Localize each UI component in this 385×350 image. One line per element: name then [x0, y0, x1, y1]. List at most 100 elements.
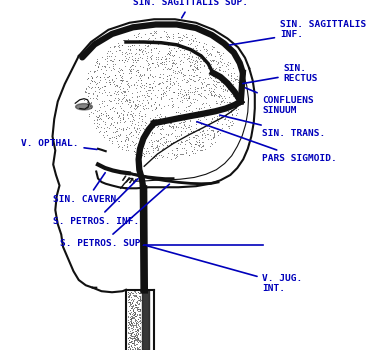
- Point: [216, 66, 223, 72]
- Point: [115, 98, 121, 103]
- Point: [134, 126, 140, 131]
- Point: [125, 137, 131, 142]
- Point: [197, 141, 203, 147]
- Point: [164, 138, 171, 144]
- Point: [181, 87, 187, 93]
- Point: [187, 102, 193, 108]
- Point: [174, 71, 180, 76]
- Point: [141, 106, 147, 112]
- Point: [210, 135, 216, 140]
- Point: [159, 154, 165, 160]
- Point: [127, 316, 133, 322]
- Point: [200, 108, 206, 114]
- Point: [175, 41, 181, 46]
- Point: [155, 146, 161, 151]
- Point: [130, 315, 136, 321]
- Point: [92, 113, 99, 118]
- Point: [147, 121, 153, 127]
- Text: SIN.
RECTUS: SIN. RECTUS: [243, 64, 318, 84]
- Point: [96, 112, 102, 118]
- Point: [152, 92, 158, 97]
- Point: [143, 80, 149, 86]
- Point: [128, 343, 134, 349]
- Point: [146, 61, 152, 67]
- Point: [196, 127, 203, 133]
- Point: [177, 131, 184, 136]
- Point: [158, 91, 164, 97]
- Point: [164, 31, 170, 37]
- Point: [128, 306, 134, 311]
- Point: [149, 143, 155, 149]
- Point: [213, 58, 219, 63]
- Point: [211, 132, 217, 137]
- Point: [131, 126, 137, 131]
- Point: [126, 310, 132, 316]
- Point: [94, 97, 100, 102]
- Point: [191, 51, 198, 56]
- Point: [161, 139, 167, 145]
- Point: [134, 294, 140, 300]
- Point: [133, 328, 139, 333]
- Point: [189, 54, 195, 59]
- Point: [188, 128, 194, 134]
- Point: [134, 327, 141, 332]
- Point: [100, 103, 107, 109]
- Point: [169, 83, 175, 88]
- Point: [138, 46, 144, 52]
- Point: [185, 55, 191, 60]
- Point: [197, 92, 203, 98]
- Point: [169, 95, 176, 101]
- Point: [207, 105, 213, 110]
- Point: [125, 319, 131, 324]
- Point: [180, 73, 186, 79]
- Point: [137, 297, 144, 303]
- Point: [133, 332, 139, 338]
- Point: [137, 307, 143, 312]
- Point: [152, 64, 158, 70]
- Point: [177, 133, 184, 138]
- Point: [135, 307, 141, 312]
- Point: [181, 114, 187, 120]
- Point: [173, 48, 179, 54]
- Point: [117, 86, 123, 91]
- Point: [210, 127, 216, 133]
- Point: [208, 136, 214, 142]
- Point: [191, 78, 197, 84]
- Point: [171, 61, 177, 66]
- Point: [232, 86, 238, 91]
- Point: [204, 52, 211, 57]
- Point: [134, 344, 141, 349]
- Point: [157, 111, 163, 117]
- Point: [117, 104, 123, 109]
- Point: [112, 95, 119, 100]
- Point: [132, 342, 139, 348]
- Point: [90, 69, 97, 75]
- Point: [147, 42, 153, 47]
- Point: [172, 69, 178, 74]
- Point: [175, 39, 181, 44]
- Point: [116, 84, 122, 90]
- Point: [132, 314, 138, 319]
- Point: [196, 105, 203, 111]
- Point: [157, 120, 163, 126]
- Point: [154, 146, 161, 152]
- Point: [137, 318, 143, 324]
- Point: [125, 135, 131, 141]
- Point: [129, 301, 135, 306]
- Point: [117, 138, 124, 144]
- Point: [136, 306, 142, 312]
- Point: [154, 94, 160, 100]
- Point: [135, 308, 141, 314]
- Point: [128, 316, 134, 322]
- Point: [127, 330, 134, 336]
- Point: [166, 45, 172, 50]
- Point: [190, 134, 196, 140]
- Point: [148, 56, 154, 62]
- Point: [169, 102, 175, 108]
- Point: [234, 106, 241, 112]
- Point: [170, 61, 176, 66]
- Point: [139, 153, 145, 158]
- Point: [164, 78, 171, 83]
- Point: [128, 297, 134, 303]
- Point: [195, 66, 201, 72]
